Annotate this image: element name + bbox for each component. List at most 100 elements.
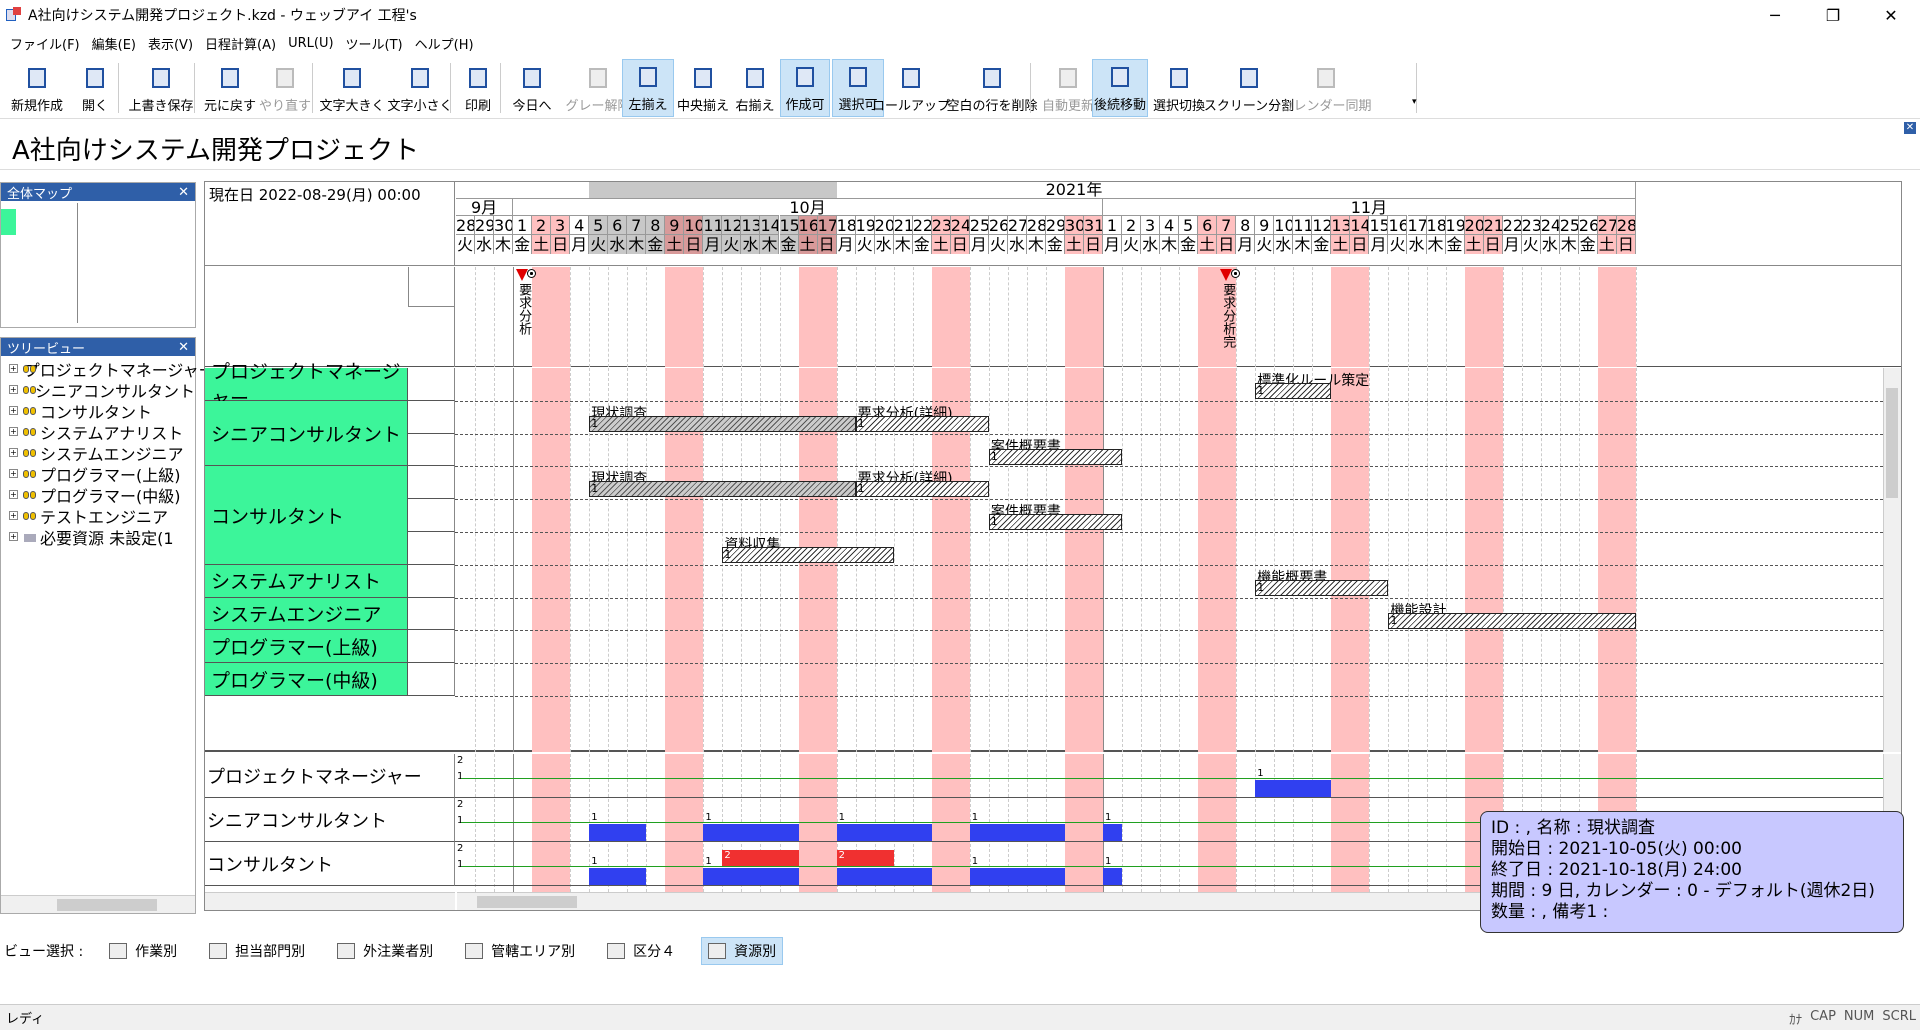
toolbar-button-3[interactable]: 元に戻す xyxy=(202,59,258,117)
tree-item[interactable]: + シニアコンサルタント xyxy=(1,379,195,401)
toolbar-button-20[interactable]: スクリーン分割 xyxy=(1204,59,1294,117)
toolbar-button-1[interactable]: 開く xyxy=(72,59,118,117)
day-label: 23 xyxy=(1521,215,1541,234)
toolbar-button-12[interactable]: 右揃え xyxy=(730,59,780,117)
menu-4[interactable]: URL(U) xyxy=(288,35,334,51)
resource-row-label[interactable]: プロジェクトマネージャー xyxy=(205,361,407,410)
overview-close-icon[interactable]: ✕ xyxy=(178,184,189,200)
task-bar[interactable]: 1 xyxy=(1255,383,1332,399)
toolbar-button-13[interactable]: 作成可 xyxy=(780,59,830,117)
toolbar-label: 自動更新 xyxy=(1041,99,1094,114)
view-tab-5[interactable]: 資源別 xyxy=(701,937,784,965)
day-gridline xyxy=(836,754,838,892)
maximize-button[interactable]: ❐ xyxy=(1825,5,1841,25)
tree-item[interactable]: + プログラマー(中級) xyxy=(1,484,195,506)
toolbar-button-18[interactable]: 後続移動 xyxy=(1092,59,1148,117)
toolbar-button-17[interactable]: 自動更新 xyxy=(1040,59,1096,117)
close-button[interactable]: ✕ xyxy=(1884,5,1898,25)
toolbar-button-10[interactable]: 左揃え xyxy=(622,59,674,117)
task-bar[interactable]: 1 xyxy=(855,415,989,432)
view-tab-3[interactable]: 管轄エリア別 xyxy=(459,937,581,965)
tree-item[interactable]: + システムアナリスト xyxy=(1,421,195,443)
day-gridline xyxy=(779,267,781,367)
task-bar[interactable]: 1 xyxy=(589,481,856,498)
menu-6[interactable]: ヘルプ(H) xyxy=(414,37,474,53)
day-gridline xyxy=(608,267,610,367)
toolbar-button-15[interactable]: ロールアップ xyxy=(872,59,950,117)
holiday-column xyxy=(1464,368,1484,752)
day-label: 6 xyxy=(608,215,628,234)
menu-2[interactable]: 表示(V) xyxy=(147,37,194,53)
tree-hscroll[interactable] xyxy=(1,895,195,913)
toolbar-overflow-icon[interactable]: ▾ xyxy=(1412,97,1417,107)
expand-plus-icon[interactable]: + xyxy=(9,469,18,478)
task-bar[interactable]: 1 xyxy=(1255,579,1389,596)
task-bar[interactable]: 1 xyxy=(589,415,856,432)
toolbar-label: 今日へ xyxy=(512,99,552,114)
view-tab-0[interactable]: 作業別 xyxy=(103,937,183,965)
tree-item[interactable]: + プログラマー(上級) xyxy=(1,463,195,485)
resource-row-label[interactable]: システムエンジニア xyxy=(205,597,407,631)
view-tab-1[interactable]: 担当部門別 xyxy=(203,937,311,965)
view-tab-4[interactable]: 区分４ xyxy=(601,937,681,965)
expand-plus-icon[interactable]: + xyxy=(9,364,18,373)
tree-item[interactable]: + 必要資源 未設定(1 xyxy=(1,526,195,548)
toolbar-button-0[interactable]: 新規作成 xyxy=(8,59,66,117)
menu-3[interactable]: 日程計算(A) xyxy=(205,37,277,53)
toolbar-button-16[interactable]: 空白の行を削除 xyxy=(942,59,1042,117)
minimize-button[interactable]: ─ xyxy=(1770,5,1780,25)
close-pane-icon[interactable]: ✕ xyxy=(1904,122,1916,134)
resource-overload-bar xyxy=(836,850,894,866)
people-icon xyxy=(22,447,38,459)
view-tab-2[interactable]: 外注業者別 xyxy=(331,937,439,965)
resource-row-label[interactable]: プログラマー(上級) xyxy=(205,630,407,664)
resource-row-label[interactable]: システムアナリスト xyxy=(205,564,407,598)
expand-plus-icon[interactable]: + xyxy=(9,511,18,520)
resource-row-label[interactable]: シニアコンサルタント xyxy=(205,400,407,467)
tree-item[interactable]: + プロジェクトマネージャー xyxy=(1,358,215,380)
resource-row-label[interactable]: プログラマー(中級) xyxy=(205,663,407,696)
expand-plus-icon[interactable]: + xyxy=(9,532,18,541)
toolbar-button-6[interactable]: 文字小さく xyxy=(386,59,454,117)
toolbar-button-4[interactable]: やり直す xyxy=(256,59,314,117)
toolbar-button-11[interactable]: 中央揃え xyxy=(674,59,732,117)
menu-5[interactable]: ツール(T) xyxy=(345,37,403,53)
toolbar-button-8[interactable]: 今日へ xyxy=(506,59,558,117)
expand-plus-icon[interactable]: + xyxy=(9,448,18,457)
milestone-marker-icon[interactable] xyxy=(516,269,529,281)
expand-plus-icon[interactable]: + xyxy=(9,490,18,499)
toolbar-button-19[interactable]: 選択切換 xyxy=(1148,59,1210,117)
tree-item[interactable]: + コンサルタント xyxy=(1,400,195,422)
menu-1[interactable]: 編集(E) xyxy=(91,37,136,53)
capacity-line xyxy=(461,866,1901,867)
tree-item[interactable]: + テストエンジニア xyxy=(1,505,195,527)
toolbar-button-2[interactable]: 上書き保存 xyxy=(126,59,196,117)
holiday-column xyxy=(551,267,571,367)
task-bar[interactable]: 1 xyxy=(722,547,894,563)
resource-row-label[interactable]: コンサルタント xyxy=(205,466,407,565)
menu-0[interactable]: ファイル(F) xyxy=(10,37,80,53)
toolbar-button-7[interactable]: 印刷 xyxy=(456,59,500,117)
task-bar[interactable]: 1 xyxy=(988,514,1123,531)
task-bar[interactable]: 1 xyxy=(988,448,1123,465)
load-value: 1 xyxy=(1257,768,1264,779)
tree-close-icon[interactable]: ✕ xyxy=(178,339,189,355)
day-gridline xyxy=(1255,267,1257,367)
toolbar-button-5[interactable]: 文字大きく xyxy=(320,59,385,117)
toolbar-button-14[interactable]: 選択可 xyxy=(832,59,884,117)
expand-plus-icon[interactable]: + xyxy=(9,385,18,394)
toolbar-button-9[interactable]: グレー解除 xyxy=(562,59,634,117)
tree-item[interactable]: + システムエンジニア xyxy=(1,442,195,464)
expand-plus-icon[interactable]: + xyxy=(9,427,18,436)
weekday-label: 金 xyxy=(1445,234,1465,254)
label-hscroll[interactable] xyxy=(205,892,455,910)
task-bar[interactable]: 1 xyxy=(1388,612,1636,629)
overview-map-marker[interactable] xyxy=(1,209,16,235)
load-value: 1 xyxy=(705,812,712,823)
expand-plus-icon[interactable]: + xyxy=(9,406,18,415)
milestone-marker-icon[interactable] xyxy=(1220,269,1233,281)
task-bar[interactable]: 1 xyxy=(855,481,989,498)
toolbar-button-21[interactable]: カレンダー同期 xyxy=(1281,59,1372,117)
gantt-vscroll[interactable] xyxy=(1883,368,1901,752)
